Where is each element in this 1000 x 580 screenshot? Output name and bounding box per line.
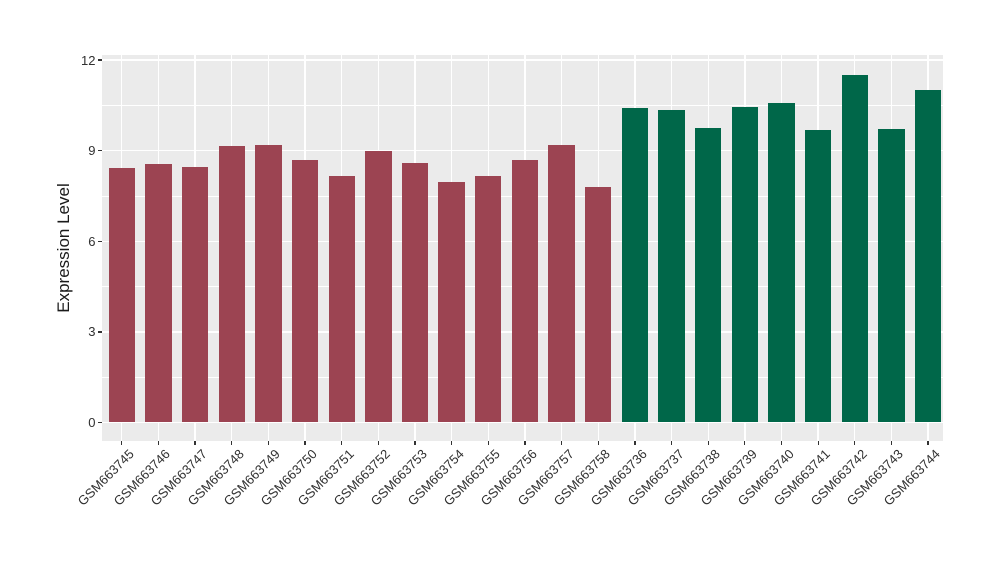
y-tick-label: 3	[88, 324, 96, 340]
bar-GSM663748	[218, 146, 245, 423]
gridline-major-horizontal	[102, 421, 943, 424]
gridline-major-horizontal	[102, 59, 943, 61]
y-tick-mark	[97, 240, 102, 242]
bar-GSM663744	[914, 90, 942, 423]
x-tick-mark	[780, 441, 783, 445]
bar-GSM663739	[731, 106, 759, 423]
y-tick-label: 12	[81, 52, 96, 68]
x-tick-mark	[707, 441, 709, 445]
y-tick-mark	[97, 421, 102, 424]
x-tick-mark	[157, 441, 160, 445]
x-tick-mark	[451, 441, 453, 445]
bar-GSM663743	[878, 128, 905, 423]
x-tick-mark	[304, 441, 306, 445]
bar-GSM663740	[768, 102, 795, 423]
x-tick-mark	[634, 441, 636, 445]
bar-GSM663747	[181, 167, 209, 423]
x-tick-mark	[670, 441, 673, 445]
y-tick-mark	[97, 59, 102, 61]
bar-GSM663752	[365, 150, 392, 423]
bar-GSM663749	[255, 145, 282, 423]
y-axis-title: Expression Level	[54, 183, 73, 313]
x-tick-mark	[927, 441, 929, 445]
x-tick-mark	[817, 441, 819, 445]
bar-GSM663757	[548, 144, 575, 423]
bar-GSM663753	[401, 163, 429, 423]
x-tick-mark	[414, 441, 416, 445]
x-tick-mark	[341, 441, 343, 445]
bar-GSM663755	[475, 176, 502, 423]
bar-GSM663741	[804, 130, 832, 423]
x-tick-mark	[267, 441, 270, 445]
x-tick-mark	[121, 441, 123, 445]
x-tick-mark	[194, 441, 196, 445]
x-tick-mark	[487, 441, 489, 445]
gridline-minor-horizontal	[102, 105, 943, 106]
bar-GSM663756	[511, 160, 539, 423]
bar-GSM663746	[145, 163, 172, 423]
x-tick-mark	[231, 441, 233, 445]
gridline-major-horizontal	[102, 150, 943, 152]
x-tick-mark	[560, 441, 563, 445]
bar-GSM663751	[328, 176, 355, 423]
bar-GSM663750	[291, 159, 319, 423]
bar-GSM663745	[108, 168, 135, 423]
x-tick-mark	[597, 441, 599, 445]
y-tick-label: 9	[88, 143, 96, 159]
plot-panel	[102, 55, 943, 441]
y-tick-label: 6	[88, 233, 96, 249]
bar-GSM663754	[438, 181, 465, 423]
y-tick-mark	[97, 331, 102, 333]
bar-GSM663737	[658, 110, 685, 423]
bar-GSM663738	[695, 128, 722, 423]
x-tick-mark	[377, 441, 379, 445]
x-tick-mark	[744, 441, 746, 445]
x-tick-mark	[890, 441, 893, 445]
x-tick-mark	[854, 441, 856, 445]
y-tick-label: 0	[88, 415, 96, 430]
y-tick-mark	[97, 150, 102, 152]
x-tick-mark	[524, 441, 526, 445]
bar-GSM663742	[841, 74, 868, 423]
bar-GSM663758	[585, 187, 612, 423]
bar-GSM663736	[621, 108, 649, 423]
